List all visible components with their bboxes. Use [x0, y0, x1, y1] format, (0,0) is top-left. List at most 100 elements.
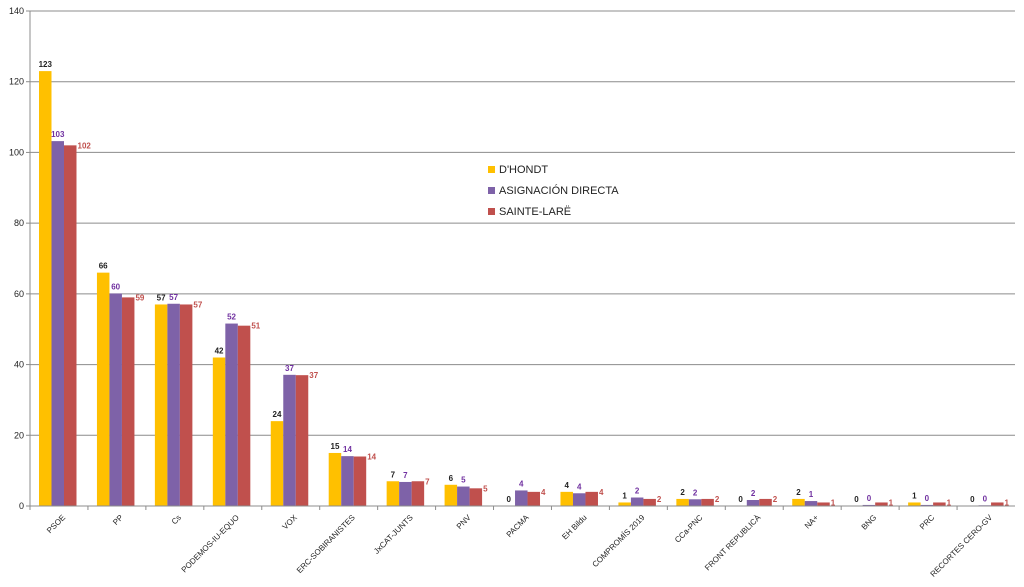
bar-sainte-lar--1 [121, 297, 135, 506]
y-tick-label-100: 100 [9, 147, 24, 157]
bar-asignaci-n-directa-12 [746, 499, 760, 506]
data-label: 123 [39, 60, 53, 69]
bar-d-hondt-2 [154, 304, 168, 506]
x-tick-label-13: NA+ [803, 513, 821, 531]
x-tick-label-8: PACMA [505, 513, 532, 540]
bar-sainte-lar--11 [701, 498, 714, 506]
bar-sainte-lar--7 [469, 488, 483, 506]
bar-sainte-lar--13 [817, 502, 830, 506]
legend-label-2: SAINTE-LARË [499, 206, 571, 218]
bar-asignaci-n-directa-15 [920, 504, 934, 506]
data-label: 0 [867, 494, 872, 503]
bar-asignaci-n-directa-11 [688, 499, 702, 506]
bar-asignaci-n-directa-2 [167, 303, 180, 506]
data-label: 57 [193, 300, 202, 309]
data-label: 4 [577, 482, 582, 491]
bar-d-hondt-3 [212, 357, 226, 506]
bar-asignaci-n-directa-14 [862, 504, 876, 506]
bar-d-hondt-9 [560, 491, 573, 506]
data-label: 5 [483, 484, 488, 493]
data-label: 103 [51, 130, 65, 139]
data-label: 0 [970, 495, 975, 504]
x-tick-label-9: EH Bildu [560, 513, 588, 541]
bar-d-hondt-11 [676, 498, 689, 506]
bar-sainte-lar--12 [759, 498, 772, 506]
bar-d-hondt-10 [618, 502, 631, 506]
data-label: 24 [273, 410, 282, 419]
legend: D'HONDT ASIGNACIÓN DIRECTA SAINTE-LARË [488, 164, 619, 218]
data-label: 4 [564, 481, 569, 490]
data-label: 2 [796, 488, 801, 497]
bar-sainte-lar--16 [991, 502, 1004, 506]
data-label: 2 [715, 495, 720, 504]
legend-swatch-2 [488, 208, 495, 215]
data-label: 2 [680, 488, 685, 497]
data-label: 0 [854, 495, 859, 504]
bar-asignaci-n-directa-13 [804, 501, 818, 506]
data-label: 59 [135, 293, 144, 302]
y-tick-label-20: 20 [14, 430, 24, 440]
data-label: 37 [309, 371, 318, 380]
data-label: 2 [635, 487, 640, 496]
data-label: 1 [889, 498, 894, 507]
data-label: 60 [111, 283, 120, 292]
bar-sainte-lar--9 [585, 491, 598, 506]
data-label: 52 [227, 313, 236, 322]
data-label: 7 [391, 470, 396, 479]
data-label: 2 [657, 495, 662, 504]
bar-asignaci-n-directa-4 [283, 374, 296, 506]
bar-asignaci-n-directa-8 [515, 490, 528, 506]
data-label: 5 [461, 476, 466, 485]
y-tick-label-80: 80 [14, 218, 24, 228]
bar-sainte-lar--10 [643, 498, 656, 506]
data-label: 7 [425, 477, 430, 486]
data-label: 0 [738, 495, 743, 504]
x-tick-label-16: RECORTES CERO-GV [929, 513, 995, 579]
x-tick-label-4: VOX [281, 513, 300, 532]
bar-asignaci-n-directa-9 [572, 493, 586, 506]
bar-asignaci-n-directa-5 [341, 456, 354, 506]
y-tick-label-0: 0 [19, 501, 24, 511]
bar-sainte-lar--8 [527, 491, 541, 506]
x-tick-label-10: COMPROMÍS 2019 [591, 513, 647, 569]
data-label: 2 [693, 488, 698, 497]
bar-sainte-lar--3 [237, 325, 251, 506]
data-label: 15 [331, 442, 340, 451]
data-label: 0 [983, 494, 988, 503]
bar-asignaci-n-directa-10 [630, 497, 644, 506]
bar-sainte-lar--6 [411, 481, 425, 506]
data-label: 42 [215, 347, 224, 356]
bar-d-hondt-0 [39, 71, 52, 506]
y-tick-label-40: 40 [14, 360, 24, 370]
data-label: 57 [169, 293, 178, 302]
x-tick-label-15: PRC [918, 513, 936, 531]
data-label: 51 [251, 322, 260, 331]
bar-asignaci-n-directa-1 [109, 293, 122, 506]
bar-sainte-lar--2 [179, 304, 193, 506]
data-label: 4 [541, 488, 546, 497]
data-label: 2 [751, 489, 756, 498]
x-tick-label-14: BNG [860, 513, 879, 532]
data-label: 7 [403, 471, 408, 480]
grid-layer [30, 10, 1015, 436]
x-tick-label-7: PNV [455, 513, 473, 531]
x-tick-label-6: JxCAT-JUNTS [372, 513, 415, 556]
data-label: 2 [773, 495, 778, 504]
bar-d-hondt-4 [270, 421, 284, 506]
y-tick-label-60: 60 [14, 289, 24, 299]
data-label: 1 [947, 498, 952, 507]
bar-d-hondt-13 [792, 498, 805, 506]
data-label: 1 [912, 491, 917, 500]
x-tick-label-5: ERC-SOBIRANISTES [295, 513, 357, 575]
data-label: 37 [285, 364, 294, 373]
bar-d-hondt-5 [328, 452, 342, 506]
x-tick-label-11: CCa-PNC [673, 513, 705, 545]
data-label: 4 [519, 479, 524, 488]
bar-sainte-lar--14 [875, 502, 888, 506]
bar-d-hondt-1 [96, 272, 110, 506]
data-label: 1 [622, 491, 627, 500]
x-tick-label-1: PP [111, 513, 125, 527]
